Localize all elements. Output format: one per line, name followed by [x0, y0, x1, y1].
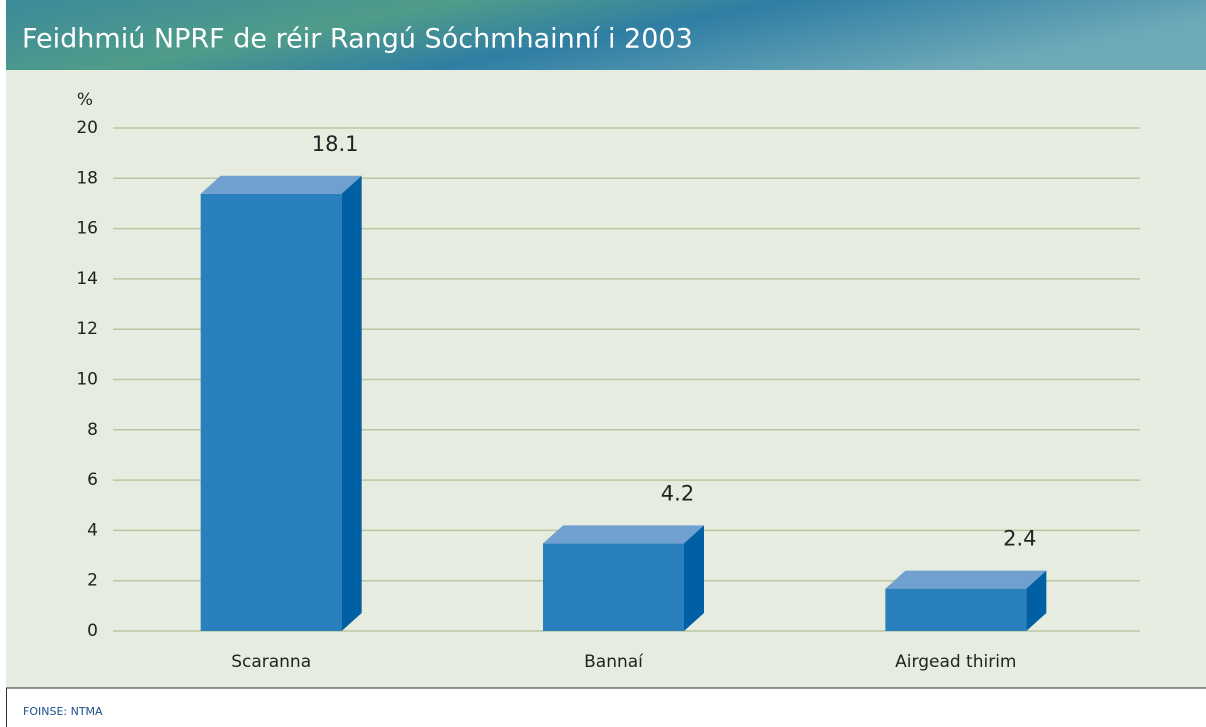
title-banner — [6, 0, 1206, 70]
y-tick-label: 2 — [87, 571, 98, 591]
bar-top — [200, 175, 362, 194]
y-tick-label: 6 — [87, 470, 98, 490]
bar-side — [1026, 570, 1047, 631]
x-tick-label: Scaranna — [231, 652, 311, 672]
source: FOINSE: NTMA — [23, 705, 103, 718]
bar — [543, 525, 704, 631]
bar-front — [885, 588, 1027, 631]
y-tick-label: 14 — [76, 269, 98, 289]
value-label: 18.1 — [312, 132, 359, 156]
y-tick-label: 18 — [76, 168, 98, 188]
bar — [885, 570, 1047, 631]
y-axis-label: % — [77, 90, 93, 110]
y-tick-label: 12 — [76, 319, 98, 339]
y-tick-label: 0 — [87, 621, 98, 641]
bar-side — [341, 175, 362, 631]
y-tick-label: 10 — [76, 370, 98, 390]
y-tick-label: 8 — [87, 420, 98, 440]
bar-top — [543, 525, 704, 544]
chart-title: Feidhmiú NPRF de réir Rangú Sóchmhainní … — [22, 24, 693, 55]
x-tick-label: Bannaí — [584, 652, 644, 672]
value-label: 2.4 — [1003, 527, 1036, 551]
x-tick-label: Airgead thirim — [895, 652, 1016, 672]
y-tick-label: 20 — [76, 118, 98, 138]
bar-top — [885, 570, 1047, 589]
value-label: 4.2 — [661, 481, 694, 505]
y-tick-label: 16 — [76, 219, 98, 239]
y-tick-label: 4 — [87, 520, 98, 540]
bar-front — [200, 193, 342, 631]
bar-side — [684, 525, 704, 631]
bar — [200, 175, 362, 631]
bar-front — [543, 543, 684, 631]
